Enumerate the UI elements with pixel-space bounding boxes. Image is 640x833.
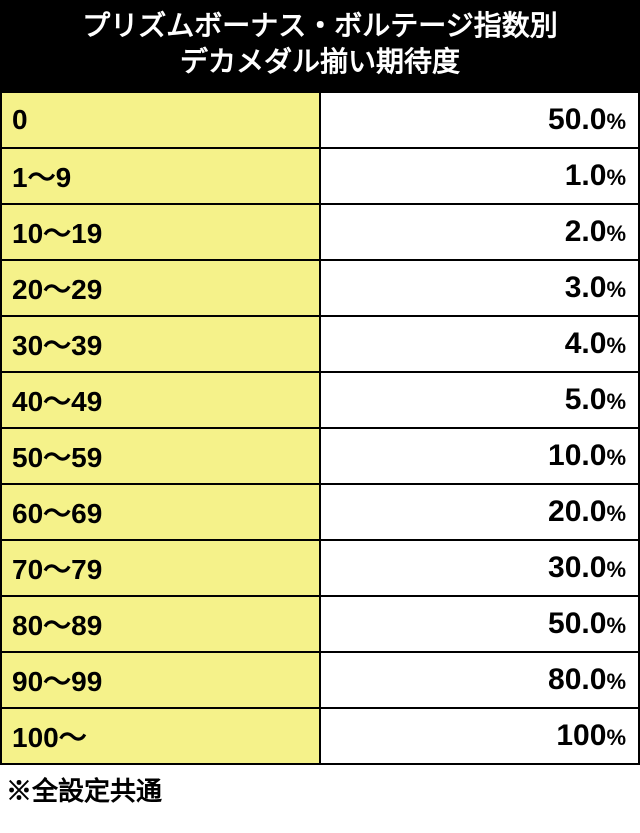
value-cell: 3.0%: [320, 260, 639, 316]
value-number: 10.0: [548, 439, 606, 472]
range-cell: 40〜49: [1, 372, 320, 428]
range-cell: 20〜29: [1, 260, 320, 316]
percent-symbol: %: [606, 613, 626, 638]
range-cell: 10〜19: [1, 204, 320, 260]
range-cell: 90〜99: [1, 652, 320, 708]
value-cell: 50.0%: [320, 596, 639, 652]
table-row: 050.0%: [1, 92, 639, 148]
table-row: 90〜9980.0%: [1, 652, 639, 708]
value-cell: 1.0%: [320, 148, 639, 204]
percent-symbol: %: [606, 333, 626, 358]
value-cell: 50.0%: [320, 92, 639, 148]
percent-symbol: %: [606, 557, 626, 582]
value-number: 2.0: [565, 215, 607, 248]
percent-symbol: %: [606, 165, 626, 190]
value-number: 50.0: [548, 103, 606, 136]
value-number: 5.0: [565, 383, 607, 416]
table-row: 40〜495.0%: [1, 372, 639, 428]
value-number: 50.0: [548, 607, 606, 640]
value-cell: 2.0%: [320, 204, 639, 260]
range-cell: 0: [1, 92, 320, 148]
range-cell: 70〜79: [1, 540, 320, 596]
header-line-1: プリズムボーナス・ボルテージ指数別: [82, 10, 557, 41]
value-cell: 80.0%: [320, 652, 639, 708]
range-cell: 50〜59: [1, 428, 320, 484]
data-table: 050.0%1〜91.0%10〜192.0%20〜293.0%30〜394.0%…: [0, 91, 640, 765]
percent-symbol: %: [606, 389, 626, 414]
value-number: 100: [556, 719, 606, 752]
range-cell: 1〜9: [1, 148, 320, 204]
percent-symbol: %: [606, 221, 626, 246]
range-cell: 80〜89: [1, 596, 320, 652]
table-row: 10〜192.0%: [1, 204, 639, 260]
value-number: 4.0: [565, 327, 607, 360]
value-cell: 10.0%: [320, 428, 639, 484]
percent-symbol: %: [606, 277, 626, 302]
table-row: 70〜7930.0%: [1, 540, 639, 596]
percent-symbol: %: [606, 109, 626, 134]
percent-symbol: %: [606, 669, 626, 694]
table-row: 80〜8950.0%: [1, 596, 639, 652]
table-row: 60〜6920.0%: [1, 484, 639, 540]
value-number: 80.0: [548, 663, 606, 696]
table-row: 20〜293.0%: [1, 260, 639, 316]
percent-symbol: %: [606, 725, 626, 750]
range-cell: 30〜39: [1, 316, 320, 372]
table-row: 100〜100%: [1, 708, 639, 764]
table-row: 30〜394.0%: [1, 316, 639, 372]
value-number: 1.0: [565, 159, 607, 192]
value-number: 3.0: [565, 271, 607, 304]
table-row: 1〜91.0%: [1, 148, 639, 204]
table-container: プリズムボーナス・ボルテージ指数別 デカメダル揃い期待度 050.0%1〜91.…: [0, 0, 640, 808]
value-cell: 5.0%: [320, 372, 639, 428]
range-cell: 100〜: [1, 708, 320, 764]
table-header: プリズムボーナス・ボルテージ指数別 デカメダル揃い期待度: [0, 0, 640, 91]
range-cell: 60〜69: [1, 484, 320, 540]
percent-symbol: %: [606, 445, 626, 470]
table-row: 50〜5910.0%: [1, 428, 639, 484]
value-cell: 4.0%: [320, 316, 639, 372]
percent-symbol: %: [606, 501, 626, 526]
header-line-2: デカメダル揃い期待度: [180, 46, 460, 77]
value-cell: 100%: [320, 708, 639, 764]
footer-note: ※全設定共通: [0, 765, 640, 808]
value-cell: 20.0%: [320, 484, 639, 540]
value-cell: 30.0%: [320, 540, 639, 596]
value-number: 30.0: [548, 551, 606, 584]
value-number: 20.0: [548, 495, 606, 528]
